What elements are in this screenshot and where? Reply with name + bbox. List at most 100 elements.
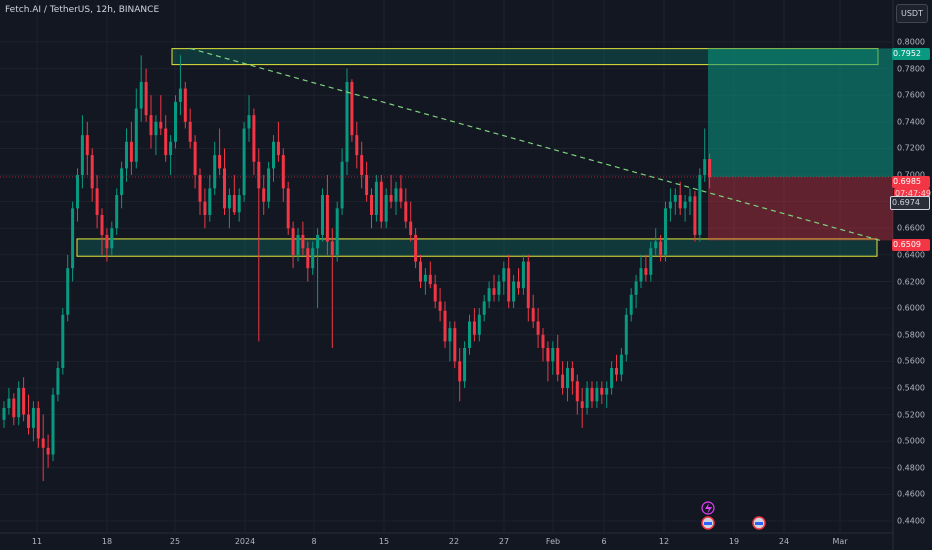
symbol-title[interactable]: Fetch.AI / TetherUS, 12h, BINANCE	[5, 5, 160, 15]
candle-body	[164, 128, 168, 156]
candle-body	[345, 81, 349, 162]
candle-body	[218, 155, 222, 169]
candle-body	[17, 387, 21, 418]
candle-body	[154, 121, 158, 136]
candle-body	[688, 196, 692, 202]
candle-body	[399, 188, 403, 202]
price-tick-label: 0.5400	[897, 383, 925, 393]
time-tick-label: 25	[169, 537, 181, 546]
stop-price-tag: 0.6509	[892, 239, 930, 251]
candle-body	[423, 274, 427, 282]
candle-body	[693, 196, 697, 235]
price-tick-label: 0.4800	[897, 463, 925, 473]
candle-body	[487, 288, 491, 302]
candle-body	[379, 181, 383, 222]
candle-body	[61, 314, 65, 368]
candle-body	[668, 201, 672, 209]
candle-body	[409, 221, 413, 235]
long-position-profit-zone	[708, 48, 893, 178]
event-flag-band	[755, 522, 763, 525]
candle-body	[458, 361, 462, 382]
time-tick-label: 18	[101, 537, 113, 546]
price-tick-label: 0.8000	[897, 37, 925, 47]
candle-body	[262, 188, 266, 202]
price-tick-label: 0.6200	[897, 277, 925, 286]
candle-body	[698, 175, 702, 235]
candle-body	[497, 281, 501, 295]
candle-body	[242, 128, 246, 196]
candle-body	[443, 310, 447, 342]
candle-body	[325, 195, 329, 242]
target-price-tag: 0.7952	[892, 48, 930, 60]
time-tick-label: 8	[311, 537, 317, 546]
candle-body	[492, 288, 496, 295]
candle-body	[708, 159, 712, 178]
candle-body	[41, 438, 45, 448]
candle-body	[404, 201, 408, 222]
candle-body	[267, 168, 271, 202]
candle-body	[673, 195, 677, 202]
candle-body	[237, 195, 241, 213]
candle-body	[580, 401, 584, 408]
candle-body	[600, 387, 604, 395]
price-tick-label: 0.7600	[897, 90, 925, 100]
candle-body	[365, 175, 369, 196]
candle-body	[570, 368, 574, 382]
time-tick-label: 22	[448, 537, 460, 546]
candle-body	[512, 281, 516, 302]
event-markers[interactable]	[701, 501, 766, 530]
candle-body	[272, 141, 275, 169]
candle-body	[340, 161, 344, 209]
candle-body	[115, 195, 119, 229]
candle-body	[56, 368, 60, 395]
candle-body	[71, 208, 75, 269]
candle-body	[389, 195, 393, 202]
price-tick-label: 0.4400	[897, 516, 925, 526]
candle-body	[595, 387, 599, 402]
candle-body	[257, 161, 261, 189]
candle-body	[355, 135, 359, 156]
candle-body	[183, 88, 187, 122]
candle-body	[664, 208, 667, 255]
candle-body	[360, 155, 364, 176]
candle-body	[51, 394, 55, 455]
zones-layer	[76, 48, 893, 257]
candle-body	[507, 268, 511, 302]
time-tick-label: 19	[728, 537, 740, 546]
downtrend-line	[189, 47, 881, 241]
event-flag-band	[704, 522, 712, 525]
candle-body	[526, 261, 530, 309]
candle-body	[36, 407, 40, 439]
candle-body	[585, 387, 589, 408]
candle-body	[683, 201, 687, 209]
candle-body	[291, 228, 295, 255]
candle-body	[129, 141, 133, 162]
candle-body	[296, 234, 300, 255]
candle-body	[536, 321, 540, 335]
price-tick-label: 0.5600	[897, 356, 925, 366]
price-tick-label: 0.5000	[897, 436, 925, 446]
candle-body	[276, 141, 280, 156]
candle-body	[80, 135, 84, 176]
candle-body	[703, 159, 707, 176]
candle-body	[178, 88, 182, 102]
candle-body	[561, 374, 565, 388]
candle-body	[174, 101, 177, 142]
time-tick-label: 11	[31, 537, 43, 546]
candle-body	[311, 248, 315, 269]
economic-event-icon[interactable]	[701, 516, 715, 530]
candle-body	[247, 115, 251, 129]
candle-body	[453, 328, 457, 362]
candle-body	[605, 387, 609, 395]
economic-event-icon[interactable]	[752, 516, 766, 530]
candle-body	[517, 281, 520, 289]
candle-body	[213, 155, 217, 189]
candle-body	[110, 228, 114, 249]
candle-body	[649, 248, 653, 275]
candle-body	[624, 314, 628, 355]
candle-body	[448, 328, 452, 342]
candle-body	[556, 348, 560, 375]
candle-body	[144, 81, 148, 116]
candle-body	[316, 234, 320, 249]
currency-button[interactable]: USDT	[896, 4, 928, 23]
